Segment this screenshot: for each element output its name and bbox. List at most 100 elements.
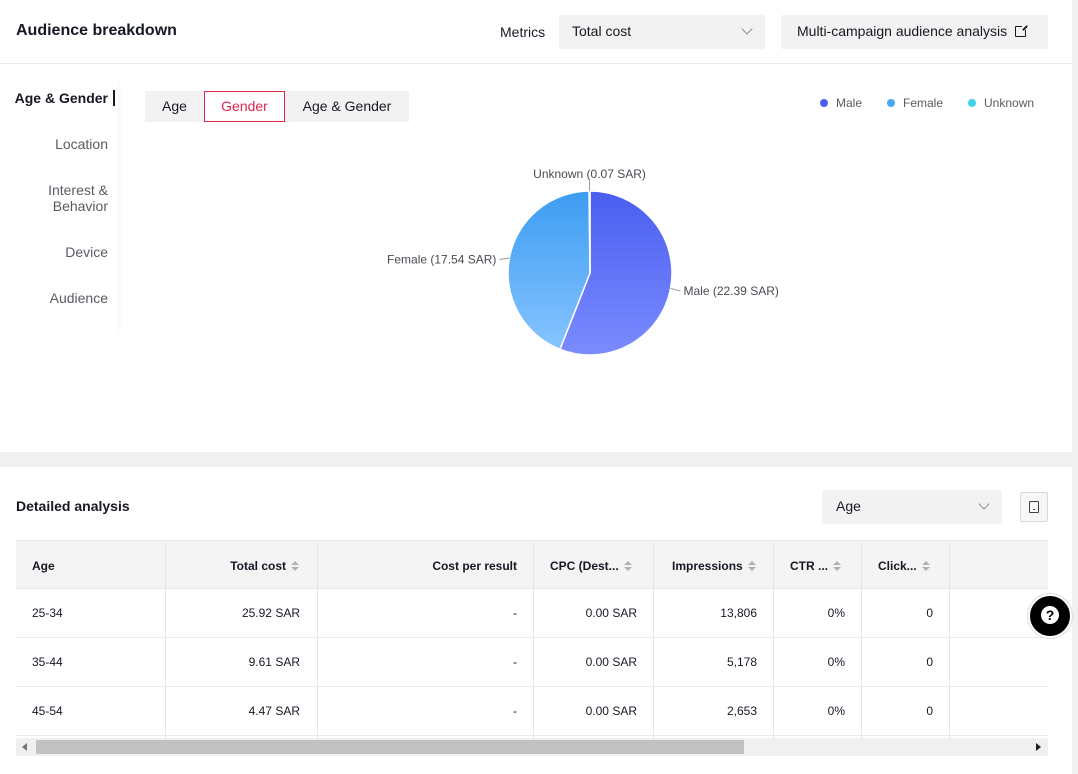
cell-total-cost: 9.61 SAR bbox=[248, 655, 300, 669]
horizontal-scrollbar[interactable] bbox=[16, 738, 1048, 756]
segment-age-gender[interactable]: Age & Gender bbox=[285, 91, 409, 122]
sidenav-item-location[interactable]: Location bbox=[55, 136, 108, 152]
column-header-total-cost[interactable]: Total cost bbox=[230, 559, 300, 573]
pie-label-male: Male (22.39 SAR) bbox=[683, 284, 778, 298]
sort-icon[interactable] bbox=[921, 561, 931, 572]
column-divider bbox=[653, 540, 654, 738]
detailed-analysis-table: Age Total cost Cost per result CPC (Dest… bbox=[16, 540, 1048, 738]
legend-dot-male bbox=[820, 99, 828, 107]
scrollbar-thumb[interactable] bbox=[36, 740, 744, 754]
scroll-right-icon[interactable] bbox=[1036, 743, 1041, 751]
column-header-impressions[interactable]: Impressions bbox=[672, 559, 757, 573]
segment-age[interactable]: Age bbox=[145, 91, 204, 122]
metrics-select[interactable]: Total cost bbox=[559, 15, 765, 49]
download-button[interactable] bbox=[1020, 492, 1048, 522]
legend-label-female: Female bbox=[903, 96, 944, 110]
cell-ctr: 0% bbox=[827, 704, 845, 718]
gender-pie-chart: Male (22.39 SAR) Female (17.54 SAR) Unknow… bbox=[387, 167, 779, 356]
column-divider bbox=[949, 540, 950, 738]
pie-label-leader bbox=[670, 287, 681, 292]
cell-cpc: 0.00 SAR bbox=[585, 606, 637, 620]
audience-breakdown-card: Audience breakdown Metrics Total cost Mu… bbox=[0, 0, 1072, 452]
sort-icon[interactable] bbox=[291, 561, 300, 572]
multi-campaign-analysis-label: Multi-campaign audience analysis bbox=[797, 23, 1008, 39]
detailed-analysis-title: Detailed analysis bbox=[16, 498, 130, 514]
sidenav-item-interest-label: Interest & bbox=[48, 182, 108, 198]
cell-ctr: 0% bbox=[827, 606, 845, 620]
column-header-label: CTR ... bbox=[790, 559, 828, 573]
chevron-down-icon bbox=[741, 23, 753, 35]
column-header-label: Age bbox=[32, 559, 55, 573]
column-divider bbox=[317, 540, 318, 738]
cell-total-cost: 4.47 SAR bbox=[248, 704, 300, 718]
cell-total-cost: 25.92 SAR bbox=[241, 606, 300, 620]
column-divider bbox=[861, 540, 862, 738]
cell-age: 45-54 bbox=[32, 704, 63, 718]
pie-slice-male[interactable] bbox=[558, 190, 673, 356]
column-header-ctr[interactable]: CTR ... bbox=[790, 559, 842, 573]
cell-impressions: 13,806 bbox=[720, 606, 757, 620]
metrics-label: Metrics bbox=[500, 24, 546, 40]
download-icon bbox=[1029, 501, 1039, 513]
metrics-select-value: Total cost bbox=[572, 23, 632, 39]
column-divider bbox=[165, 540, 166, 738]
column-header-cpc[interactable]: CPC (Dest... bbox=[550, 559, 633, 573]
cell-cost-per-result: - bbox=[513, 655, 517, 669]
card-header: Audience breakdown Metrics Total cost Mu… bbox=[0, 0, 1072, 64]
cell-clicks: 0 bbox=[926, 704, 933, 718]
sidenav-item-age-gender[interactable]: Age & Gender bbox=[14, 90, 116, 106]
table-row: 25-34 25.92 SAR - 0.00 SAR 13,806 0% 0 bbox=[16, 589, 1048, 638]
column-header-label: Total cost bbox=[230, 559, 286, 573]
pie-label-female: Female (17.54 SAR) bbox=[387, 252, 496, 266]
cell-cost-per-result: - bbox=[513, 606, 517, 620]
column-header-label: Click... bbox=[878, 559, 917, 573]
multi-campaign-analysis-button[interactable]: Multi-campaign audience analysis bbox=[781, 15, 1048, 49]
sidenav-item-audience[interactable]: Audience bbox=[49, 290, 108, 306]
column-divider bbox=[533, 540, 534, 738]
dimension-select-value: Age bbox=[836, 498, 861, 514]
column-header-label: Impressions bbox=[672, 559, 743, 573]
table-row: 35-44 9.61 SAR - 0.00 SAR 5,178 0% 0 bbox=[16, 638, 1048, 687]
column-header-clicks[interactable]: Click... bbox=[878, 559, 931, 573]
cell-clicks: 0 bbox=[926, 606, 933, 620]
pie-label-leader bbox=[499, 257, 510, 260]
chevron-down-icon bbox=[978, 498, 990, 510]
legend-label-male: Male bbox=[836, 96, 863, 110]
help-button[interactable]: ? bbox=[1028, 594, 1072, 638]
column-header-cost-per-result[interactable]: Cost per result bbox=[432, 559, 517, 573]
cell-impressions: 2,653 bbox=[726, 704, 757, 718]
legend-dot-unknown bbox=[968, 99, 976, 107]
question-icon: ? bbox=[1041, 606, 1059, 624]
sort-icon[interactable] bbox=[833, 561, 842, 572]
cell-cpc: 0.00 SAR bbox=[585, 655, 637, 669]
cell-cpc: 0.00 SAR bbox=[585, 704, 637, 718]
legend-item-unknown[interactable]: Unknown bbox=[968, 96, 1034, 110]
detailed-analysis-card: Detailed analysis Age Age Total cost Cos… bbox=[0, 467, 1072, 774]
pie-slice-unknown[interactable] bbox=[588, 190, 591, 274]
sort-icon[interactable] bbox=[747, 561, 757, 572]
cell-cost-per-result: - bbox=[513, 704, 517, 718]
cell-impressions: 5,178 bbox=[726, 655, 757, 669]
legend-item-male[interactable]: Male bbox=[820, 96, 862, 110]
cell-ctr: 0% bbox=[827, 655, 845, 669]
column-header-label: CPC (Dest... bbox=[550, 559, 619, 573]
sidenav-item-device[interactable]: Device bbox=[65, 244, 108, 260]
segment-gender[interactable]: Gender bbox=[204, 91, 285, 122]
cell-age: 35-44 bbox=[32, 655, 63, 669]
column-header-age[interactable]: Age bbox=[32, 559, 55, 573]
external-link-icon bbox=[1015, 24, 1028, 37]
column-divider bbox=[773, 540, 774, 738]
pie-label-unknown: Unknown (0.07 SAR) bbox=[533, 167, 646, 181]
cell-age: 25-34 bbox=[32, 606, 63, 620]
legend-label-unknown: Unknown bbox=[984, 96, 1035, 110]
scroll-left-icon[interactable] bbox=[22, 743, 27, 751]
sort-icon[interactable] bbox=[623, 561, 633, 572]
sidenav-item-interest-behavior[interactable]: Interest & Behavior bbox=[48, 182, 108, 214]
legend-dot-female bbox=[887, 99, 895, 107]
pie-slice-female[interactable] bbox=[507, 190, 591, 351]
cell-clicks: 0 bbox=[926, 655, 933, 669]
table-header: Age Total cost Cost per result CPC (Dest… bbox=[16, 540, 1048, 589]
dimension-select[interactable]: Age bbox=[822, 490, 1002, 524]
sidenav-item-behavior-label: Behavior bbox=[52, 198, 108, 214]
legend-item-female[interactable]: Female bbox=[887, 96, 943, 110]
